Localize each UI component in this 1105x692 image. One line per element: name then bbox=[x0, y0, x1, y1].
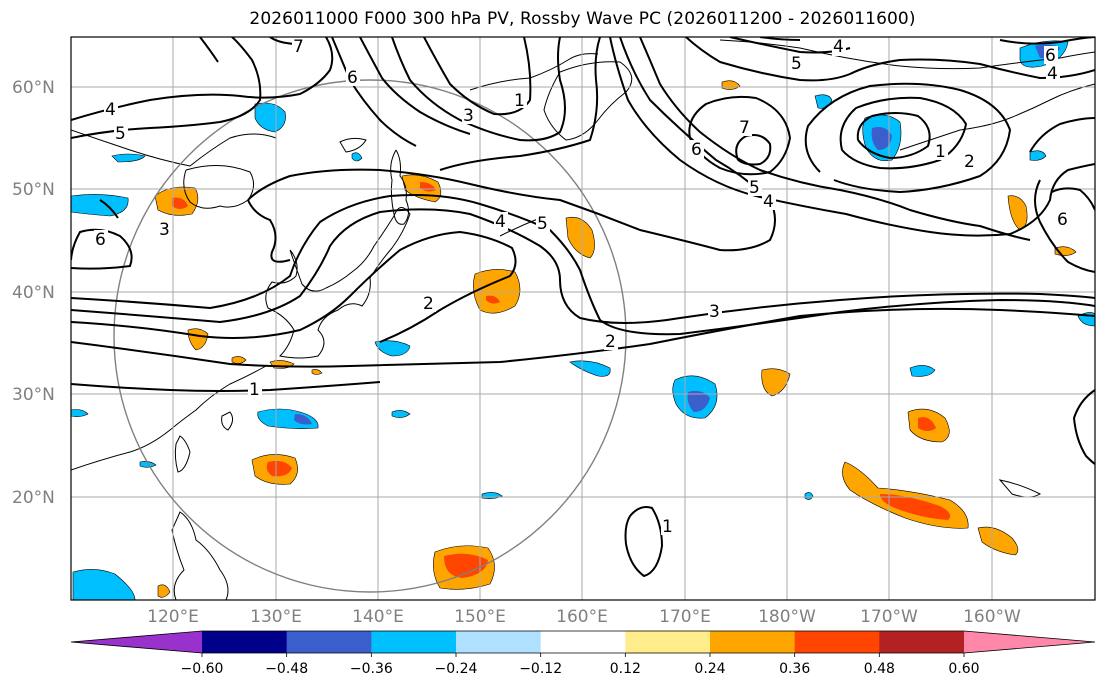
colorbar-tick-label: −0.36 bbox=[350, 661, 393, 677]
negative-anomaly-patches bbox=[71, 40, 1095, 600]
colorbar-tick-label: 0.48 bbox=[864, 661, 895, 677]
colorbar-segment bbox=[625, 631, 711, 653]
contour-label-1: 1 bbox=[249, 380, 260, 400]
colorbar-tick-label: −0.48 bbox=[265, 661, 308, 677]
colorbar-tick-label: 0.24 bbox=[694, 661, 725, 677]
colorbar: −0.60 −0.48 −0.36 −0.24 −0.12 0.12 0.24 0.36 0.4… bbox=[70, 630, 1096, 677]
colorbar-segment bbox=[879, 631, 965, 653]
colorbar-tick-label: 0.60 bbox=[948, 661, 979, 677]
lat-label-30n: 30°N bbox=[12, 385, 55, 405]
contour-label-2: 2 bbox=[964, 152, 975, 172]
anomaly-shading bbox=[71, 40, 1095, 600]
map-frame bbox=[70, 36, 1096, 601]
contour-label-4: 4 bbox=[1047, 64, 1058, 84]
colorbar-tick-label: −0.24 bbox=[435, 661, 478, 677]
contour-label-6: 6 bbox=[95, 230, 106, 250]
lon-label-180w: 180°W bbox=[758, 607, 816, 627]
contour-label-6: 6 bbox=[347, 68, 358, 88]
contour-label-4: 4 bbox=[833, 37, 844, 57]
region-circle bbox=[113, 79, 627, 593]
longitude-labels: 120°E 130°E 140°E 150°E 160°E 170°E 180°… bbox=[147, 607, 1021, 627]
lon-label-130e: 130°E bbox=[250, 607, 302, 627]
map-title: 2026011000 F000 300 hPa PV, Rossby Wave … bbox=[249, 9, 916, 29]
coastlines bbox=[71, 39, 1095, 600]
contour-label-2: 2 bbox=[605, 332, 616, 352]
pv-contours bbox=[71, 37, 1095, 578]
contour-labels: 1 1 1 1 2 2 2 3 3 3 4 4 4 4 bbox=[94, 37, 1070, 537]
lon-label-170e: 170°E bbox=[659, 607, 711, 627]
colorbar-tick-label: −0.12 bbox=[519, 661, 562, 677]
lon-label-120e: 120°E bbox=[147, 607, 199, 627]
colorbar-extend-high bbox=[964, 631, 1095, 653]
colorbar-tick-label: 0.12 bbox=[610, 661, 641, 677]
contour-label-3: 3 bbox=[709, 302, 720, 322]
contour-label-5: 5 bbox=[537, 214, 548, 234]
lat-label-50n: 50°N bbox=[12, 180, 55, 200]
colorbar-tick-label: −0.60 bbox=[181, 661, 224, 677]
contour-label-4: 4 bbox=[495, 212, 506, 232]
lon-label-160w: 160°W bbox=[963, 607, 1021, 627]
lon-label-160e: 160°E bbox=[556, 607, 608, 627]
colorbar-segment bbox=[456, 631, 542, 653]
contour-label-7: 7 bbox=[739, 118, 750, 138]
contour-label-1: 1 bbox=[514, 91, 525, 111]
contour-label-2: 2 bbox=[423, 294, 434, 314]
contour-label-5: 5 bbox=[115, 124, 126, 144]
lat-label-60n: 60°N bbox=[12, 78, 55, 98]
lon-label-170w: 170°W bbox=[860, 607, 918, 627]
colorbar-segment bbox=[794, 631, 880, 653]
lat-label-40n: 40°N bbox=[12, 283, 55, 303]
contour-label-4: 4 bbox=[763, 192, 774, 212]
contour-label-1: 1 bbox=[662, 517, 673, 537]
colorbar-segment bbox=[286, 631, 372, 653]
lon-label-150e: 150°E bbox=[454, 607, 506, 627]
colorbar-segment bbox=[202, 631, 288, 653]
contour-label-5: 5 bbox=[749, 178, 760, 198]
contour-label-3: 3 bbox=[463, 106, 474, 126]
latitude-labels: 60°N 50°N 40°N 30°N 20°N bbox=[12, 78, 55, 508]
colorbar-tick-label: 0.36 bbox=[779, 661, 810, 677]
lat-label-20n: 20°N bbox=[12, 488, 55, 508]
colorbar-extend-low bbox=[71, 631, 202, 653]
contour-label-6: 6 bbox=[1045, 46, 1056, 66]
contour-label-3: 3 bbox=[159, 220, 170, 240]
colorbar-segment bbox=[540, 631, 626, 653]
colorbar-segment bbox=[710, 631, 796, 653]
colorbar-segment bbox=[371, 631, 457, 653]
contour-label-4: 4 bbox=[105, 100, 116, 120]
contour-label-6: 6 bbox=[691, 140, 702, 160]
contour-label-5: 5 bbox=[791, 54, 802, 74]
map-plot-area: 1 1 1 1 2 2 2 3 3 3 4 4 4 4 bbox=[71, 37, 1095, 600]
contour-label-1: 1 bbox=[935, 142, 946, 162]
lon-label-140e: 140°E bbox=[352, 607, 404, 627]
contour-label-6: 6 bbox=[1057, 210, 1068, 230]
contour-label-7: 7 bbox=[293, 37, 304, 57]
